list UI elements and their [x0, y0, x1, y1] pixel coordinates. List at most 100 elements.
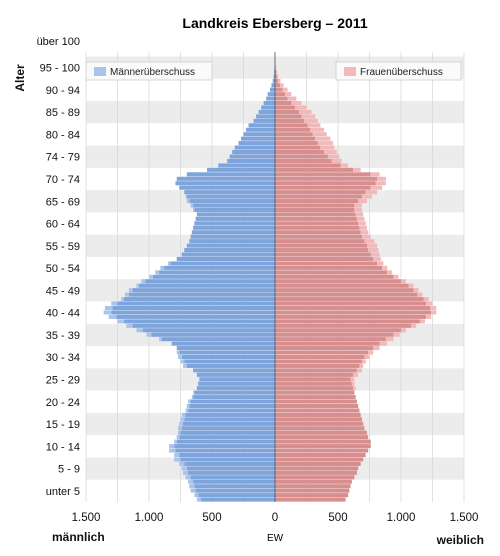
- bar-female: [275, 105, 296, 110]
- bar-female-surplus: [327, 154, 340, 159]
- bar-female-surplus: [401, 328, 407, 333]
- bar-female: [275, 301, 427, 306]
- bar-male: [199, 377, 275, 382]
- bar-male: [170, 261, 275, 266]
- bar-male-surplus: [181, 412, 186, 417]
- bar-female-surplus: [370, 172, 380, 177]
- bar-female: [275, 167, 354, 172]
- bar-female-surplus: [358, 221, 366, 226]
- bar-female: [275, 150, 325, 155]
- bar-male-surplus: [167, 261, 171, 266]
- bar-male: [186, 363, 275, 368]
- bar-female: [275, 377, 351, 382]
- age-tick-labels: unter 5 5 - 9 10 - 14 15 - 19 20 - 24 25 - 29…: [37, 36, 80, 498]
- bar-male: [112, 305, 276, 311]
- legend-male-box: [85, 61, 213, 81]
- bar-male: [273, 74, 275, 79]
- bar-female: [275, 368, 357, 373]
- bar-female: [275, 248, 369, 253]
- bar-female-surplus: [373, 256, 381, 262]
- bar-male: [175, 181, 275, 186]
- bar-male-surplus: [177, 426, 182, 431]
- x-tick-label: 1.500: [72, 512, 101, 524]
- bar-male: [111, 310, 275, 315]
- bar-male: [184, 359, 275, 364]
- bar-female: [275, 158, 332, 163]
- bar-female: [275, 390, 355, 395]
- bar-male: [184, 461, 275, 466]
- bar-male: [145, 279, 275, 284]
- bar-female: [275, 426, 365, 431]
- bar-female-surplus: [358, 199, 367, 204]
- bar-male: [186, 243, 275, 248]
- age-tick-label: 30 - 34: [46, 352, 80, 364]
- bar-male: [193, 479, 275, 484]
- bar-male-surplus: [196, 497, 201, 502]
- bar-female: [275, 323, 412, 328]
- bar-female-surplus: [401, 279, 407, 284]
- bar-female-surplus: [368, 248, 379, 253]
- bar-male: [248, 123, 275, 128]
- bar-male-surplus: [183, 363, 187, 368]
- bar-male-surplus: [190, 488, 196, 493]
- bar-female: [275, 118, 304, 123]
- bar-female: [275, 243, 367, 248]
- bar-male: [234, 145, 275, 150]
- bar-male: [128, 292, 275, 297]
- bar-male-surplus: [125, 292, 129, 297]
- bar-female-surplus: [291, 101, 302, 106]
- bar-female: [275, 479, 352, 484]
- bar-female-surplus: [375, 181, 386, 186]
- bar-female: [275, 350, 369, 355]
- bar-male: [274, 69, 275, 74]
- bar-female: [275, 421, 364, 426]
- bar-male: [243, 132, 275, 137]
- bar-female-surplus: [278, 78, 281, 83]
- bar-male: [161, 337, 275, 342]
- bar-female: [275, 488, 350, 493]
- bar-male: [179, 452, 275, 458]
- bar-female: [275, 225, 360, 230]
- bar-female: [275, 270, 388, 275]
- bar-female-surplus: [340, 163, 349, 168]
- bar-male: [195, 488, 275, 493]
- bar-male: [232, 150, 275, 155]
- bar-female-surplus: [382, 265, 388, 270]
- bar-male-surplus: [180, 417, 185, 422]
- bar-female: [275, 96, 288, 101]
- bar-male-surplus: [108, 314, 117, 319]
- bar-male-surplus: [176, 350, 180, 355]
- bar-male-surplus: [179, 461, 185, 466]
- bar-male: [186, 194, 275, 199]
- bar-male: [258, 109, 275, 114]
- bar-male: [196, 386, 275, 391]
- bar-female: [275, 381, 352, 386]
- legend-female-box: [335, 61, 462, 81]
- bar-female-surplus: [282, 87, 288, 92]
- bar-female: [275, 430, 367, 435]
- bar-male: [194, 390, 275, 395]
- bar-male: [132, 323, 275, 328]
- bar-male: [188, 408, 275, 413]
- bar-female: [275, 194, 362, 199]
- legend-male-label: Männerüberschuss: [110, 67, 195, 78]
- bar-female: [275, 163, 341, 168]
- bar-male: [181, 252, 275, 257]
- age-tick-label: 65 - 69: [46, 196, 80, 208]
- bar-male: [179, 350, 275, 355]
- bar-female-surplus: [307, 123, 321, 128]
- bar-male: [184, 248, 275, 253]
- bar-male-surplus: [176, 435, 180, 440]
- bar-female-surplus: [312, 132, 327, 137]
- age-tick-label: unter 5: [46, 486, 80, 498]
- bar-male: [186, 466, 275, 471]
- bar-male: [184, 190, 275, 195]
- bar-female: [275, 399, 357, 404]
- age-tick-label: 60 - 64: [46, 219, 80, 231]
- bar-female: [275, 444, 371, 449]
- bar-male: [175, 448, 275, 453]
- bar-female: [275, 83, 281, 88]
- bar-female-surplus: [365, 190, 378, 195]
- age-tick-label: 55 - 59: [46, 241, 80, 253]
- bar-female: [275, 461, 361, 466]
